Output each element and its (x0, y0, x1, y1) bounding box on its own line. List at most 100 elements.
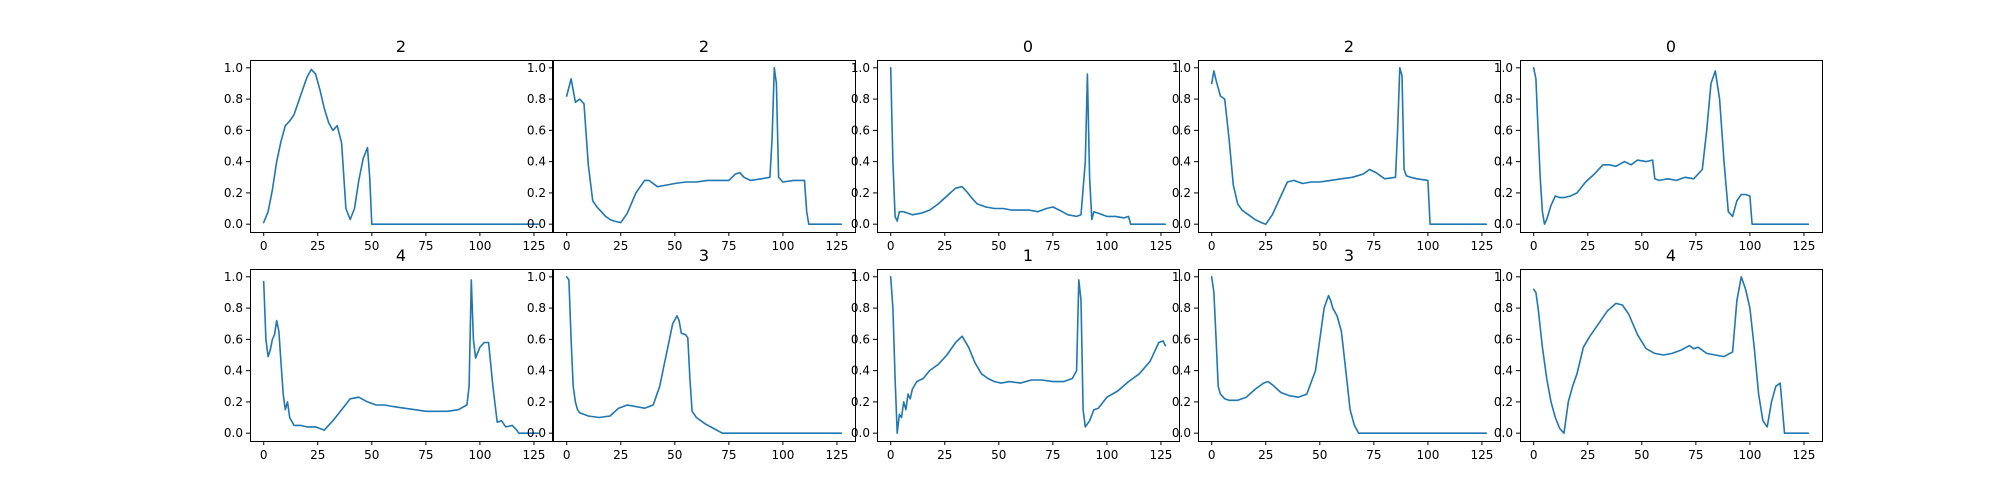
x-tick-label: 75 (1045, 239, 1060, 253)
y-tick-label: 0.0 (224, 217, 243, 231)
y-tick-label: 0.6 (527, 123, 546, 137)
y-tick-label: 0.2 (224, 395, 243, 409)
y-tick-label: 0.8 (527, 92, 546, 106)
y-tick-label: 1.0 (1494, 270, 1513, 284)
x-tick-label: 25 (1258, 239, 1273, 253)
series-line (565, 67, 843, 225)
series-line (262, 68, 540, 225)
y-tick-label: 0.2 (851, 395, 870, 409)
series-line (1532, 275, 1810, 435)
series-line (889, 275, 1167, 435)
axes-frame (250, 60, 553, 233)
subplot-title: 2 (699, 37, 709, 56)
subplot-title: 4 (396, 246, 406, 265)
y-tick-label: 1.0 (1172, 270, 1191, 284)
x-tick-label: 125 (825, 239, 848, 253)
x-tick-label: 50 (991, 448, 1006, 462)
y-tick-label: 0.2 (527, 395, 546, 409)
subplot-9: 3 0 25 50 75 100 125 0.0 0.2 0.4 0.6 0.8 1.0 (1172, 246, 1501, 462)
x-tick-label: 50 (991, 239, 1006, 253)
subplot-title: 0 (1666, 37, 1676, 56)
x-tick-label: 125 (1792, 448, 1815, 462)
y-tick-label: 0.6 (851, 123, 870, 137)
x-tick-label: 125 (1470, 448, 1493, 462)
subplot-title: 1 (1023, 246, 1033, 265)
subplot-2: 2 0 25 50 75 100 125 0.0 0.2 0.4 0.6 0.8 1.0 (527, 37, 856, 253)
x-tick-label: 25 (310, 239, 325, 253)
series-line (1210, 275, 1488, 435)
x-tick-label: 25 (937, 448, 952, 462)
subplot-title: 0 (1023, 37, 1033, 56)
y-tick-label: 0.8 (527, 301, 546, 315)
x-tick-label: 100 (468, 239, 491, 253)
subplot-6: 4 0 25 50 75 100 125 0.0 0.2 0.4 0.6 0.8 1.0 (224, 246, 553, 462)
x-tick-label: 0 (887, 448, 895, 462)
axes-frame (1198, 269, 1501, 442)
x-tick-label: 50 (667, 239, 682, 253)
x-tick-label: 25 (613, 239, 628, 253)
y-tick-label: 0.6 (224, 332, 243, 346)
series-line (262, 279, 540, 435)
x-tick-label: 50 (364, 448, 379, 462)
y-tick-label: 0.6 (1172, 332, 1191, 346)
x-tick-label: 50 (1634, 239, 1649, 253)
x-tick-label: 75 (1366, 239, 1381, 253)
y-tick-label: 0.4 (1494, 155, 1513, 169)
axes-frame (877, 269, 1180, 442)
x-tick-label: 125 (1792, 239, 1815, 253)
x-tick-label: 100 (1416, 239, 1439, 253)
x-tick-label: 0 (1530, 448, 1538, 462)
subplot-7: 3 0 25 50 75 100 125 0.0 0.2 0.4 0.6 0.8 1.0 (527, 246, 856, 462)
x-tick-label: 0 (260, 448, 268, 462)
y-tick-label: 0.4 (851, 155, 870, 169)
x-tick-label: 75 (1366, 448, 1381, 462)
y-tick-label: 0.4 (1172, 364, 1191, 378)
y-tick-label: 0.0 (527, 217, 546, 231)
y-tick-label: 0.8 (1494, 92, 1513, 106)
subplot-8: 1 0 25 50 75 100 125 0.0 0.2 0.4 0.6 0.8 1.0 (851, 246, 1180, 462)
y-tick-label: 0.0 (527, 426, 546, 440)
y-tick-label: 0.8 (1494, 301, 1513, 315)
x-tick-label: 125 (522, 239, 545, 253)
axes-frame (553, 269, 856, 442)
x-tick-label: 125 (1149, 239, 1172, 253)
y-tick-label: 0.6 (1494, 332, 1513, 346)
x-tick-label: 50 (364, 239, 379, 253)
x-tick-label: 50 (667, 448, 682, 462)
x-tick-label: 0 (563, 239, 571, 253)
x-tick-label: 25 (310, 448, 325, 462)
y-tick-label: 0.0 (851, 217, 870, 231)
x-tick-label: 100 (771, 239, 794, 253)
y-tick-label: 0.0 (851, 426, 870, 440)
series-line (889, 67, 1167, 225)
y-tick-label: 0.0 (1494, 426, 1513, 440)
y-tick-label: 0.4 (527, 364, 546, 378)
y-tick-label: 0.0 (1172, 426, 1191, 440)
x-tick-label: 100 (1095, 239, 1118, 253)
y-tick-label: 1.0 (527, 61, 546, 75)
x-tick-label: 100 (1416, 448, 1439, 462)
y-tick-label: 0.2 (1494, 395, 1513, 409)
y-tick-label: 0.8 (224, 301, 243, 315)
y-tick-label: 0.6 (1494, 123, 1513, 137)
subplot-3: 0 0 25 50 75 100 125 0.0 0.2 0.4 0.6 0.8 1.0 (851, 37, 1180, 253)
y-tick-label: 0.4 (1494, 364, 1513, 378)
x-tick-label: 75 (418, 448, 433, 462)
series-line (1210, 67, 1488, 225)
subplot-1: 2 0 25 50 75 100 125 0.0 0.2 0.4 0.6 0.8 1.0 (224, 37, 553, 253)
x-tick-label: 125 (522, 448, 545, 462)
y-tick-label: 0.6 (224, 123, 243, 137)
y-tick-label: 0.8 (1172, 301, 1191, 315)
y-tick-label: 1.0 (224, 270, 243, 284)
y-tick-label: 1.0 (851, 61, 870, 75)
subplot-4: 2 0 25 50 75 100 125 0.0 0.2 0.4 0.6 0.8 1.0 (1172, 37, 1501, 253)
y-tick-label: 0.2 (851, 186, 870, 200)
subplot-title: 2 (1344, 37, 1354, 56)
x-tick-label: 25 (1580, 448, 1595, 462)
axes-frame (1198, 60, 1501, 233)
y-tick-label: 0.4 (527, 155, 546, 169)
x-tick-label: 25 (1580, 239, 1595, 253)
y-tick-label: 1.0 (1172, 61, 1191, 75)
y-tick-label: 0.8 (851, 92, 870, 106)
